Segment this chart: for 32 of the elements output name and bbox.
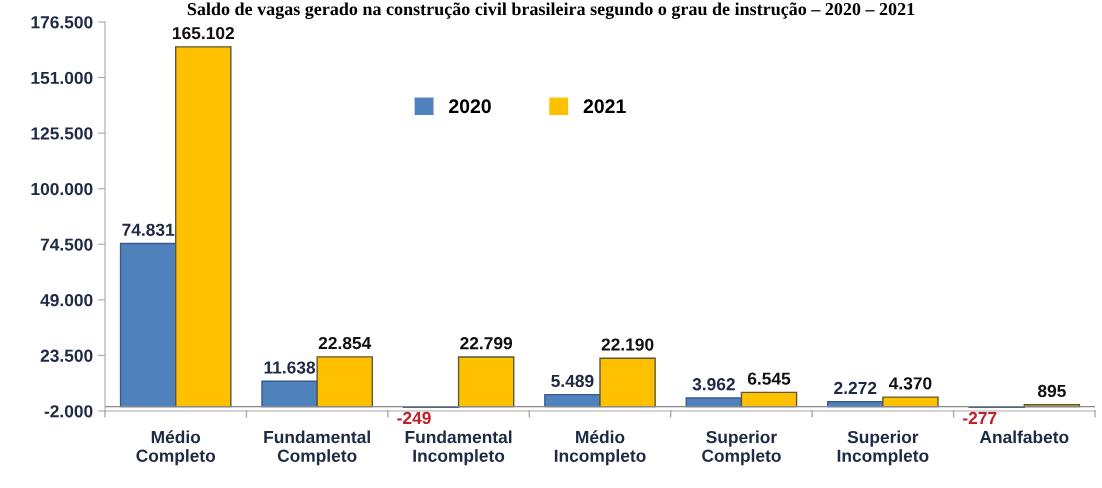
y-tick-label: 151.000 bbox=[31, 71, 93, 85]
data-label: 2.272 bbox=[834, 381, 877, 394]
data-label: 74.831 bbox=[122, 223, 175, 236]
x-tick-label: Médio Incompleto bbox=[554, 430, 646, 466]
x-tick-label: Médio Completo bbox=[136, 430, 216, 466]
y-tick-label: 125.500 bbox=[31, 127, 93, 140]
y-tick-label: 100.000 bbox=[31, 182, 93, 196]
data-label: 5.489 bbox=[551, 374, 594, 388]
y-tick-label: 23.500 bbox=[40, 349, 93, 362]
data-label: 3.962 bbox=[692, 378, 735, 391]
y-tick-label: 49.000 bbox=[40, 294, 93, 307]
y-tick-label: -2.000 bbox=[44, 405, 93, 418]
data-label: 6.545 bbox=[747, 372, 791, 385]
x-tick-label: Fundamental Completo bbox=[264, 430, 370, 466]
data-label: 22.799 bbox=[460, 337, 513, 350]
data-label: 895 bbox=[1037, 384, 1066, 398]
y-tick-label: 176.500 bbox=[31, 16, 93, 29]
legend-label: 2020 bbox=[449, 99, 491, 114]
x-tick-label: Fundamental Incompleto bbox=[405, 430, 512, 466]
data-label: 11.638 bbox=[264, 361, 316, 374]
legend-label: 2021 bbox=[583, 99, 626, 114]
data-label: 165.102 bbox=[173, 26, 234, 40]
y-tick-label: 74.500 bbox=[40, 238, 93, 251]
data-label: -249 bbox=[397, 411, 431, 425]
data-label: 22.854 bbox=[318, 336, 372, 350]
data-label: 22.190 bbox=[601, 338, 654, 351]
data-label: 4.370 bbox=[888, 377, 932, 390]
chart-title: Saldo de vagas gerado na construção civil brasileira segundo o grau de instrução – 2020 – 2021 bbox=[187, 2, 915, 19]
x-tick-label: Superior Completo bbox=[702, 430, 781, 466]
x-tick-label: Superior Incompleto bbox=[837, 430, 929, 466]
data-label: -277 bbox=[963, 411, 997, 424]
x-tick-label: Analfabeto bbox=[979, 430, 1069, 444]
